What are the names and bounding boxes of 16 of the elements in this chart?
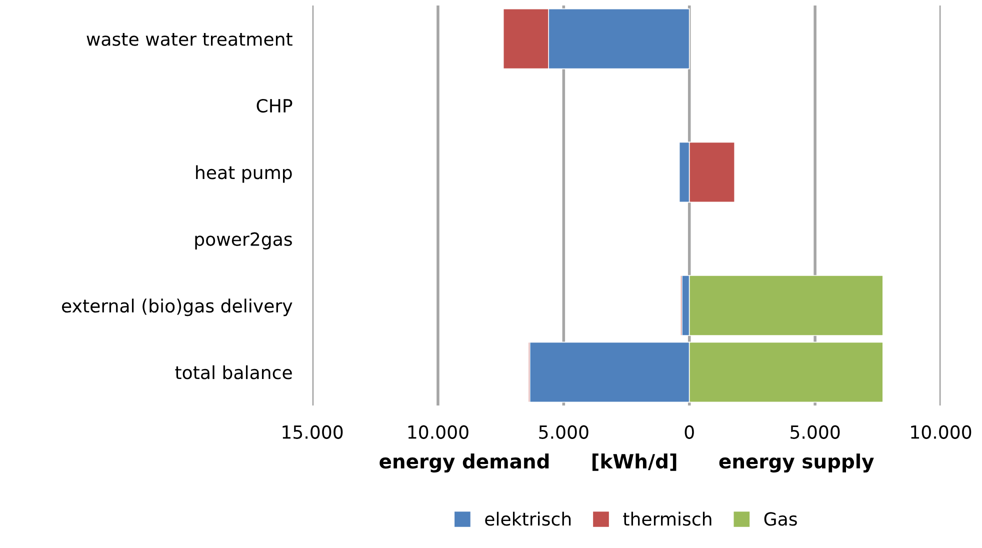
y-tick-label: heat pump — [196, 165, 292, 183]
x-tick-label: 5.000 — [790, 425, 840, 439]
legend-label: thermisch — [623, 512, 712, 526]
y-tick-label: total balance — [175, 365, 292, 380]
x-tick-label: 10.000 — [408, 425, 468, 439]
legend-label: elektrisch — [485, 512, 571, 526]
legend-label: Gas — [764, 512, 797, 526]
x-tick-label: 10.000 — [911, 425, 972, 439]
y-tick-label: waste water treatment — [86, 33, 292, 46]
x-tick-label: 0 — [684, 425, 694, 439]
y-tick-label: power2gas — [195, 232, 292, 250]
x-tick-label: 5.000 — [539, 425, 588, 439]
y-tick-label: external (bio)gas delivery — [62, 298, 292, 316]
x-tick-label: 15.000 — [282, 425, 343, 439]
x-axis-title: energy demand [kWh/d] energy supply — [380, 454, 874, 473]
y-tick-label: CHP — [256, 98, 292, 113]
